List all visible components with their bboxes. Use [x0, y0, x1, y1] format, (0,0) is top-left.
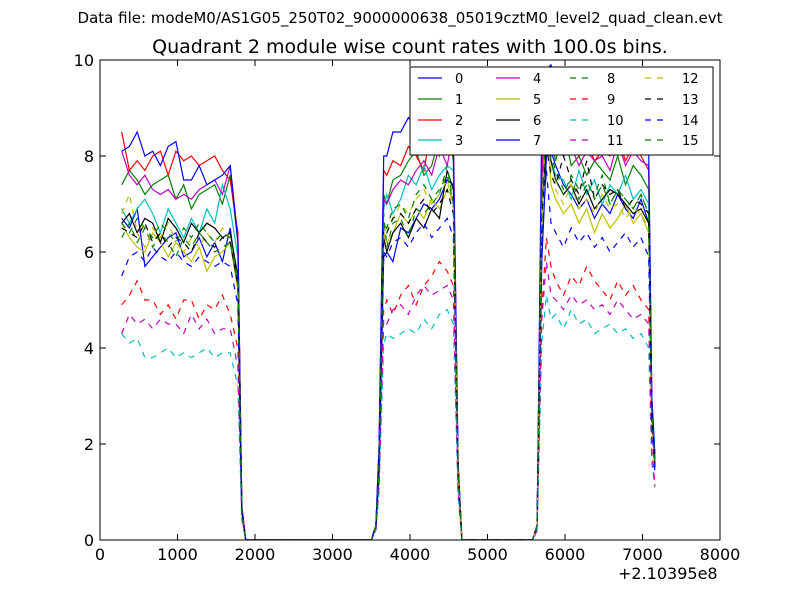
series-line-11: [121, 261, 656, 540]
y-tick-label: 4: [84, 339, 94, 358]
x-tick-label: 2000: [235, 545, 276, 564]
chart-title: Quadrant 2 module wise count rates with …: [152, 36, 668, 58]
x-tick-label: 0: [95, 545, 105, 564]
figure-suptitle: Data file: modeM0/AS1G05_250T02_90000006…: [77, 9, 723, 27]
y-tick-label: 8: [84, 147, 94, 166]
x-tick-label: 7000: [622, 545, 663, 564]
x-tick-label: 6000: [545, 545, 586, 564]
legend-label-9: 9: [607, 93, 615, 108]
series-line-10: [121, 295, 656, 540]
legend-label-7: 7: [533, 134, 541, 149]
legend-label-11: 11: [607, 134, 624, 149]
x-tick-label: 1000: [157, 545, 198, 564]
series-line-15: [121, 127, 656, 540]
y-tick-label: 2: [84, 435, 94, 454]
legend-label-12: 12: [682, 72, 699, 87]
legend-label-5: 5: [533, 93, 541, 108]
legend-label-2: 2: [455, 114, 463, 129]
legend-label-13: 13: [682, 93, 699, 108]
y-tick-label: 10: [74, 51, 94, 70]
legend-label-1: 1: [455, 93, 463, 108]
series-line-9: [121, 237, 656, 540]
series-line-0: [121, 150, 656, 540]
y-tick-label: 6: [84, 243, 94, 262]
legend-label-8: 8: [607, 72, 615, 87]
legend-label-10: 10: [607, 114, 624, 129]
x-tick-label: 8000: [700, 545, 741, 564]
legend-label-3: 3: [455, 134, 463, 149]
series-line-8: [121, 127, 656, 540]
x-axis-offset-label: +2.10395e8: [618, 564, 718, 583]
x-tick-label: 3000: [312, 545, 353, 564]
x-tick-label: 4000: [390, 545, 431, 564]
series-line-12: [121, 117, 656, 540]
series-line-13: [121, 146, 656, 540]
legend-label-4: 4: [533, 72, 541, 87]
legend-label-14: 14: [682, 114, 699, 129]
x-tick-label: 5000: [467, 545, 508, 564]
series-line-3: [121, 117, 656, 540]
legend-label-6: 6: [533, 114, 541, 129]
y-tick-label: 0: [84, 531, 94, 550]
series-line-4: [121, 93, 656, 540]
legend-label-0: 0: [455, 72, 463, 87]
series-line-6: [121, 141, 656, 540]
legend-label-15: 15: [682, 134, 699, 149]
